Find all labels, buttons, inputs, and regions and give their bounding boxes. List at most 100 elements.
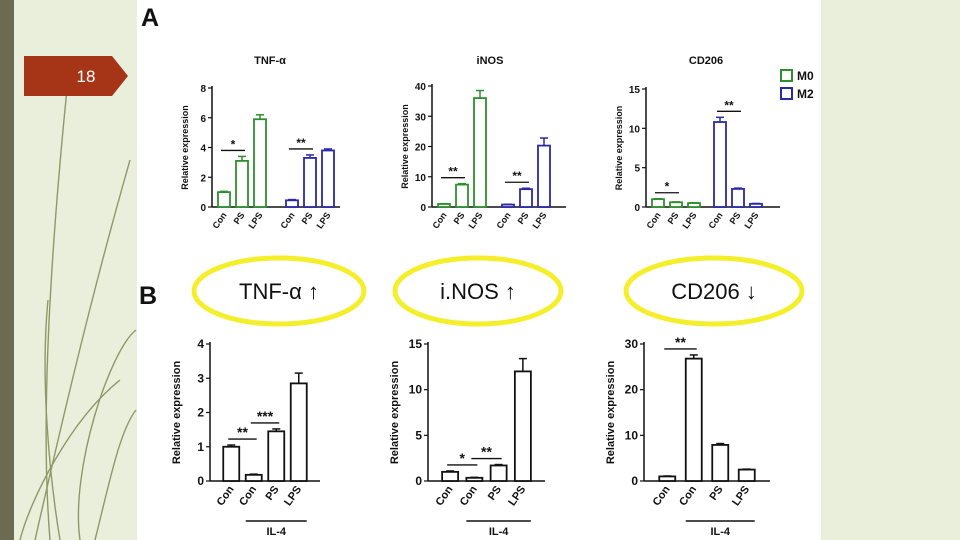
y-tick-label: 2 [197,406,204,420]
bar [441,470,460,482]
significance-stars: ** [675,334,686,350]
slide-number: 18 [77,67,96,86]
callout-cd206: CD206 ↓ [623,255,805,327]
bar [285,199,299,208]
bar [303,157,317,208]
bar [711,444,730,482]
y-tick-label: 4 [197,337,204,351]
significance-stars: ** [481,444,492,460]
y-tick-label: 0 [200,203,206,214]
callout-tnf: TNF-α ↑ [191,255,367,327]
significance-stars: * [231,137,236,151]
y-tick-label: 0 [631,474,638,488]
bar [455,183,469,208]
decorative-grass-lines [19,59,137,540]
y-axis-label: Relative expression [400,104,410,189]
y-tick-label: 10 [415,173,427,184]
y-tick-label: 4 [200,144,206,155]
y-tick-label: 5 [634,164,640,175]
panel-a-label: A [141,4,159,32]
y-tick-label: 20 [415,143,427,154]
significance-stars: ** [512,169,522,183]
chart-legend: M0 M2 [780,69,814,101]
panel-b-label: B [139,282,157,310]
significance-stars: ** [448,165,458,179]
y-axis-label: Relative expression [605,361,617,465]
slide-number-tab [24,56,128,96]
y-tick-label: 10 [629,124,641,135]
bar [235,159,249,208]
bar [651,198,665,208]
legend-swatch-m0 [780,69,793,82]
legend-label-m0: M0 [797,69,814,83]
y-tick-label: 10 [409,383,423,397]
y-tick-label: 3 [197,371,204,385]
bar [687,202,701,208]
bar [749,202,763,208]
callout-text: i.NOS ↑ [440,279,516,304]
bar [537,144,551,208]
y-tick-label: 2 [200,173,206,184]
bar [217,191,231,208]
significance-stars: * [665,180,670,194]
bar [519,188,533,208]
bar [684,357,703,482]
significance-stars: * [460,450,466,466]
bar [267,430,286,482]
bar [465,476,484,482]
callout-ring [623,255,805,327]
y-tick-label: 40 [415,82,427,93]
group-bracket-label: IL-4 [489,526,509,538]
y-tick-label: 30 [625,337,639,351]
y-tick-label: 20 [625,383,639,397]
bar [437,203,451,208]
significance-stars: ** [237,424,248,440]
bar [473,97,487,208]
y-tick-label: 15 [409,337,423,351]
chart-title: CD206 [689,55,723,67]
y-tick-label: 10 [625,428,639,442]
significance-stars: ** [724,98,734,112]
chart-title: TNF-α [254,55,286,67]
y-tick-label: 0 [634,203,640,214]
y-tick-label: 1 [197,440,204,454]
y-tick-label: 5 [415,428,422,442]
bar [737,468,756,482]
y-tick-label: 8 [200,84,206,95]
bar [731,188,745,208]
y-tick-label: 15 [629,85,641,96]
chart-title: iNOS [477,55,504,67]
bar [222,445,241,482]
bar [489,464,508,482]
y-axis-label: Relative expression [614,106,624,191]
callout-text: TNF-α ↑ [239,279,319,304]
y-tick-label: 0 [420,203,426,214]
group-bracket-label: IL-4 [266,526,286,538]
callout-ring [392,255,564,327]
bar [321,149,335,208]
legend-swatch-m2 [780,87,793,100]
bar [289,382,308,482]
y-tick-label: 0 [197,474,204,488]
bar [244,473,263,482]
significance-stars: ** [296,136,306,150]
callout-ring [191,255,367,327]
y-axis-label: Relative expression [180,105,190,190]
bar [669,201,683,208]
bar [253,118,267,208]
y-tick-label: 30 [415,112,427,123]
y-tick-label: 6 [200,114,206,125]
group-bracket-label: IL-4 [710,526,730,538]
y-axis-label: Relative expression [389,361,401,465]
callout-inos: i.NOS ↑ [392,255,564,327]
bar [513,370,532,482]
bar [658,475,677,482]
bar [713,121,727,208]
y-axis-label: Relative expression [171,361,183,465]
callout-text: CD206 ↓ [671,279,757,304]
y-tick-label: 0 [415,474,422,488]
left-stripe [0,0,14,540]
